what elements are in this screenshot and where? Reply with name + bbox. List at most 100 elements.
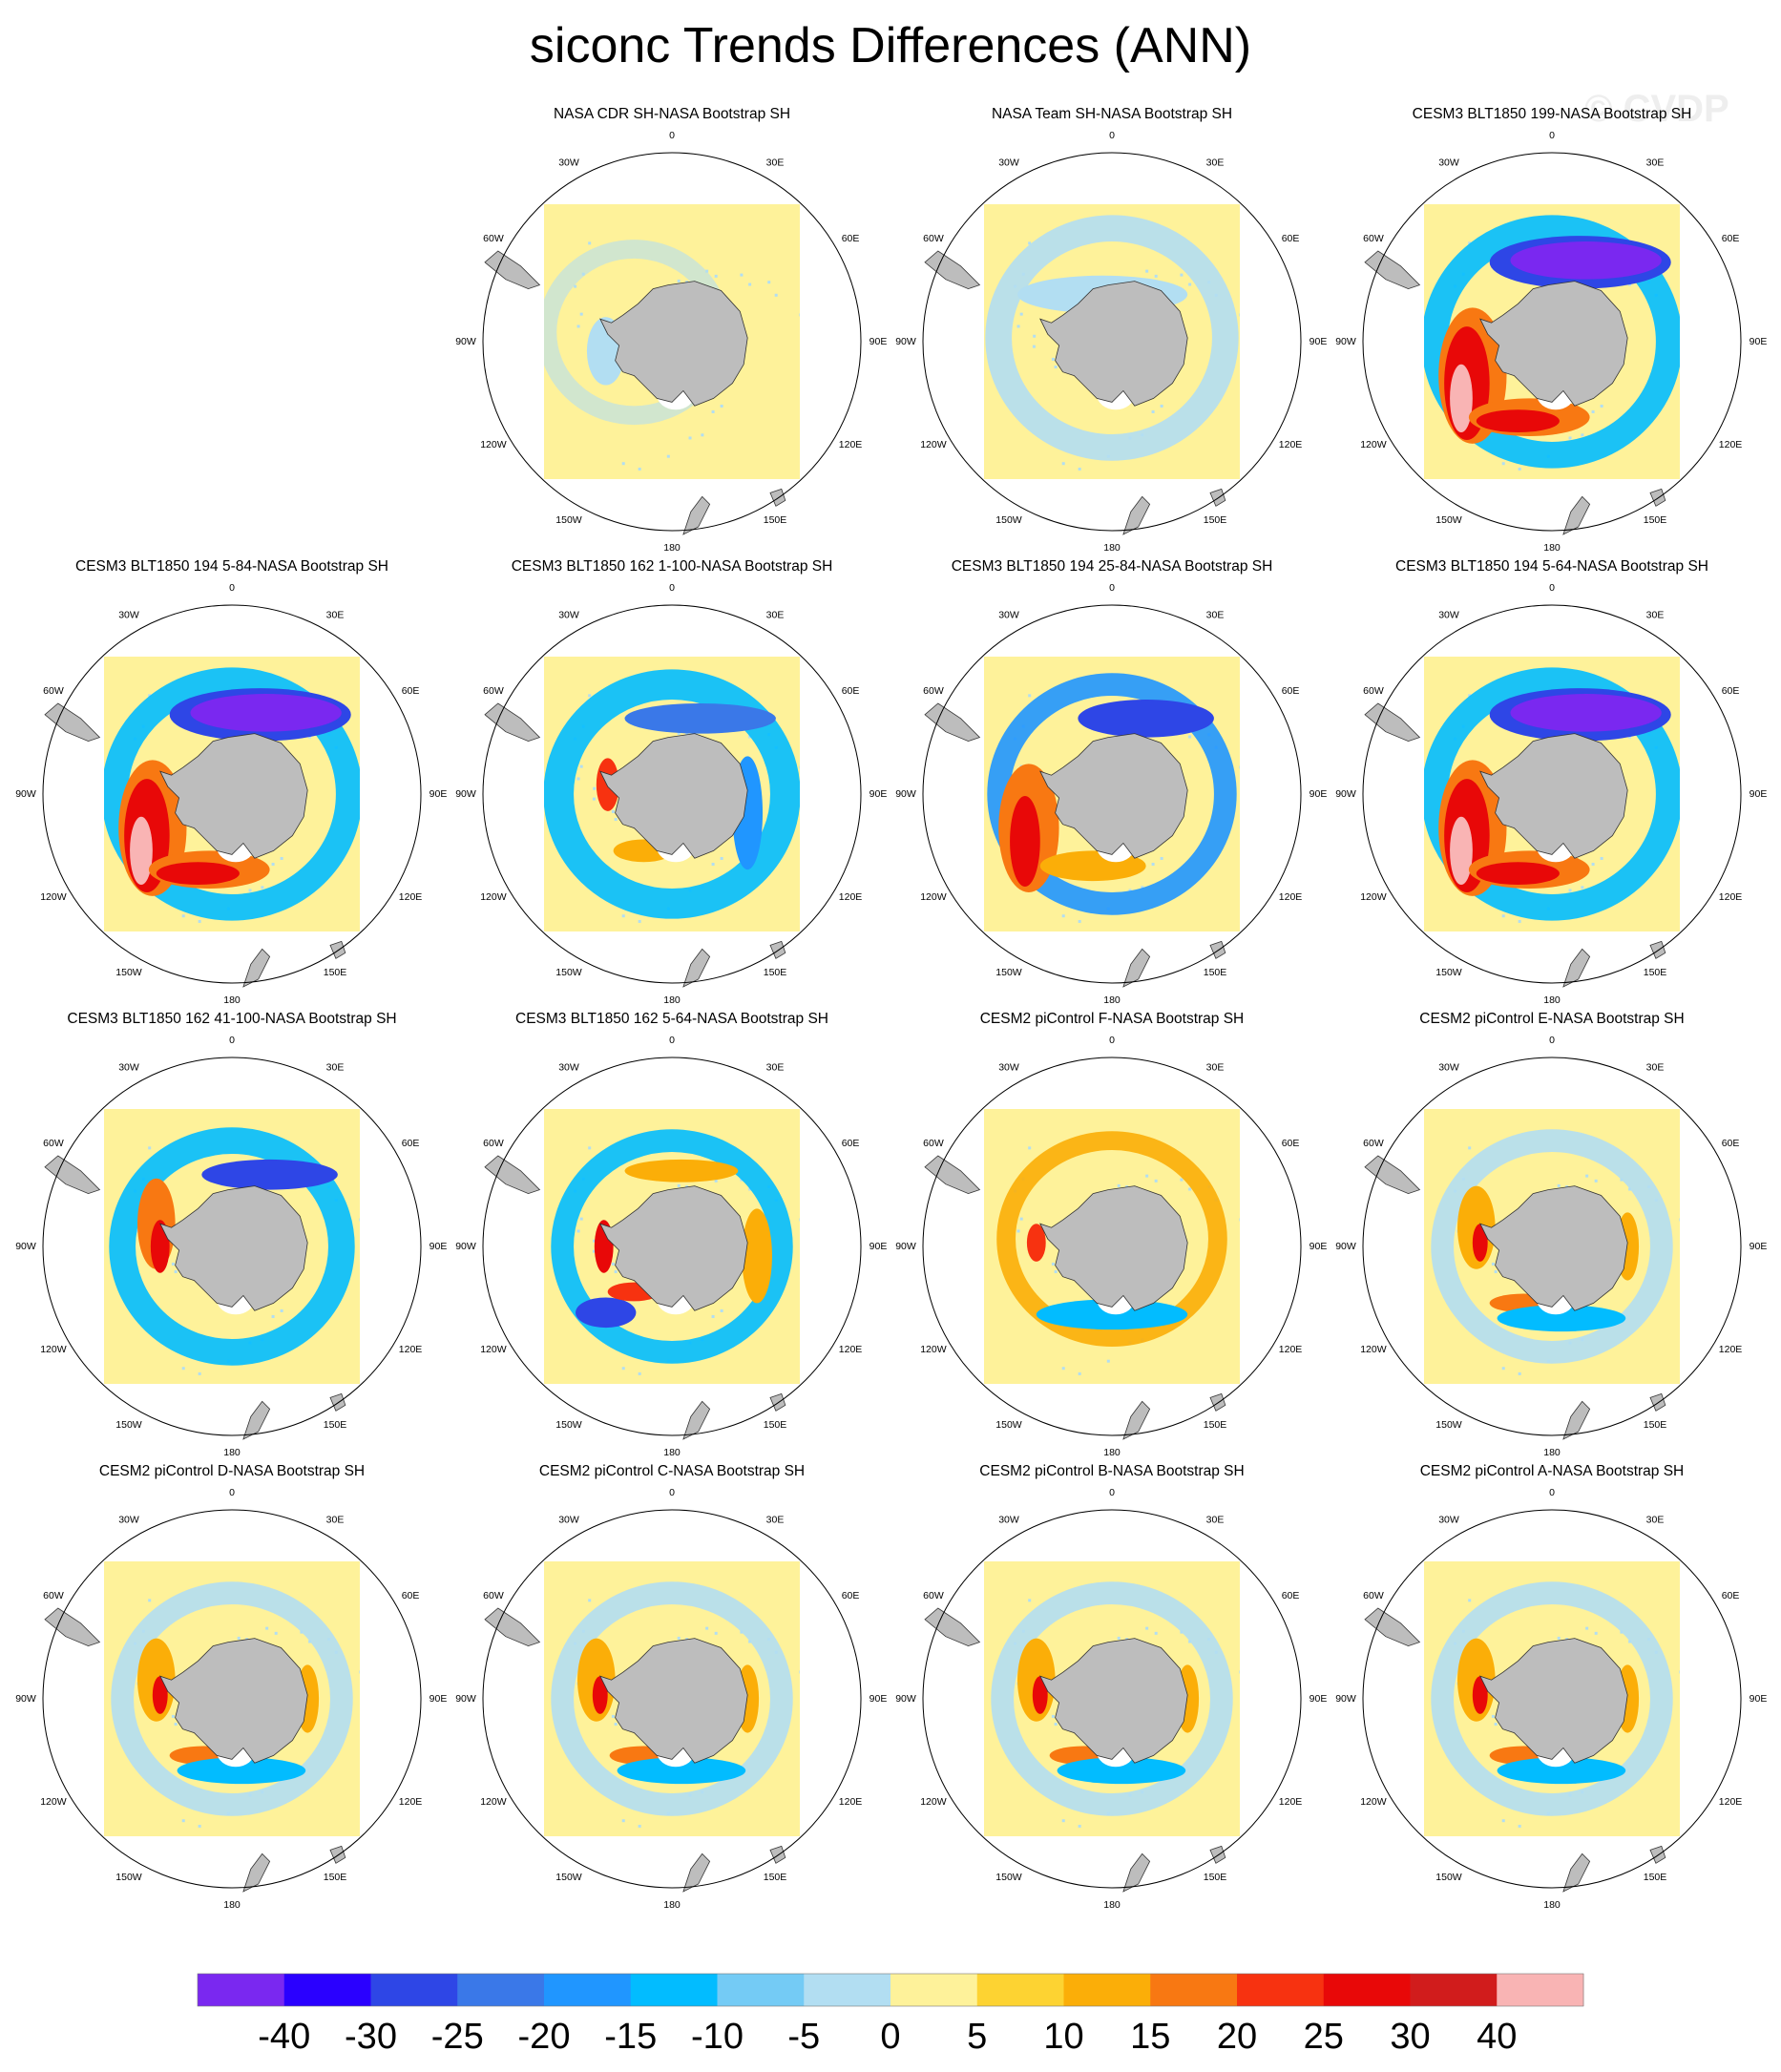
antarctica-land [1479, 281, 1628, 407]
longitude-label: 60E [1282, 233, 1300, 244]
longitude-label: 90E [870, 1241, 888, 1252]
speckle [588, 241, 592, 245]
speckle [1078, 467, 1081, 471]
speckle [1242, 783, 1245, 785]
speckle [720, 856, 723, 860]
speckle [677, 1183, 681, 1187]
longitude-label: 180 [1543, 994, 1561, 1006]
speckle [1679, 765, 1680, 769]
longitude-label: 120W [920, 891, 947, 903]
longitude-label: 90W [15, 788, 36, 800]
longitude-label: 30W [558, 1062, 579, 1074]
speckle [1061, 462, 1065, 466]
anomaly-blob [1497, 1757, 1626, 1785]
longitude-label: 150W [555, 1419, 582, 1431]
longitude-label: 120W [1360, 439, 1387, 450]
speckle [799, 765, 800, 769]
longitude-label: 120E [1279, 1344, 1303, 1355]
longitude-label: 60E [842, 1590, 860, 1601]
map-boundary [1362, 604, 1742, 984]
speckle [588, 1599, 592, 1602]
longitude-label: 90E [1310, 1693, 1328, 1705]
panel-title: NASA Team SH-NASA Bootstrap SH [992, 106, 1232, 122]
speckle [1028, 241, 1032, 245]
tasmania-land [329, 1845, 346, 1864]
speckle [799, 313, 800, 317]
longitude-label: 0 [1109, 130, 1115, 141]
longitude-label: 90W [455, 1241, 476, 1252]
longitude-label: 90E [1310, 336, 1328, 347]
speckle [677, 279, 681, 283]
anomaly-blob [156, 862, 240, 886]
speckle [1019, 312, 1023, 316]
south-america-land [44, 1155, 101, 1195]
speckle [1032, 345, 1036, 348]
longitude-label: 90W [1335, 1693, 1356, 1705]
speckle [198, 1824, 201, 1828]
longitude-label: 180 [223, 994, 241, 1006]
speckle [638, 919, 641, 923]
map-boundary [1362, 1509, 1742, 1889]
antarctica-land [1479, 1185, 1628, 1311]
speckle [1188, 1187, 1192, 1191]
anomaly-blob [1510, 241, 1662, 280]
data-field [984, 204, 1240, 479]
anomaly-band [987, 673, 1237, 915]
longitude-label: 0 [669, 1487, 675, 1498]
speckle [1585, 1626, 1589, 1630]
longitude-label: 120E [839, 891, 863, 903]
longitude-label: 180 [1543, 1447, 1561, 1458]
speckle [1117, 1636, 1121, 1640]
speckle [774, 293, 778, 297]
speckle [748, 735, 752, 739]
longitude-label: 150E [324, 1872, 347, 1883]
longitude-label: 60W [43, 685, 64, 697]
longitude-label: 180 [1543, 1899, 1561, 1911]
longitude-label: 0 [229, 1487, 235, 1498]
panel-title: CESM2 piControl A-NASA Bootstrap SH [1420, 1463, 1685, 1479]
longitude-label: 0 [229, 1035, 235, 1046]
map-boundary [42, 1509, 422, 1889]
longitude-label: 150W [995, 1872, 1022, 1883]
data-field [544, 657, 800, 931]
map-boundary [922, 604, 1302, 984]
longitude-label: 90E [870, 336, 888, 347]
speckle [1242, 1687, 1245, 1690]
speckle [1188, 735, 1192, 739]
longitude-label: 60E [402, 685, 420, 697]
tasmania-land [1649, 940, 1666, 959]
speckle [802, 1687, 805, 1690]
longitude-label: 90E [430, 788, 448, 800]
anomaly-band [996, 1131, 1227, 1347]
speckle [1468, 241, 1472, 245]
speckle [1145, 1626, 1149, 1630]
longitude-label: 60W [483, 1590, 504, 1601]
south-america-land [44, 1607, 101, 1647]
panel-title: CESM3 BLT1850 199-NASA Bootstrap SH [1413, 106, 1692, 122]
speckle [1180, 1630, 1184, 1634]
speckle [1160, 856, 1163, 860]
antarctica-land [1479, 733, 1628, 859]
longitude-label: 30W [1438, 1062, 1459, 1074]
longitude-label: 60E [1282, 685, 1300, 697]
longitude-label: 60W [1363, 233, 1384, 244]
speckle [638, 1824, 641, 1828]
anomaly-band [1431, 1129, 1673, 1364]
tasmania-land [1209, 1845, 1226, 1864]
speckle [1591, 863, 1595, 867]
speckle [1078, 1371, 1081, 1375]
speckle [174, 1723, 178, 1727]
longitude-label: 150W [115, 1419, 142, 1431]
speckle [1141, 886, 1144, 889]
longitude-label: 120E [1279, 891, 1303, 903]
antarctica-land [599, 733, 748, 859]
longitude-label: 150E [764, 1872, 787, 1883]
anomaly-band [551, 1129, 793, 1364]
antarctica-land [1039, 1185, 1188, 1311]
anomaly-blob [1010, 795, 1040, 888]
anomaly-blob [617, 1757, 746, 1785]
longitude-label: 150W [1435, 1872, 1462, 1883]
speckle [1679, 313, 1680, 317]
speckle [740, 1178, 744, 1182]
south-america-land [484, 702, 541, 743]
